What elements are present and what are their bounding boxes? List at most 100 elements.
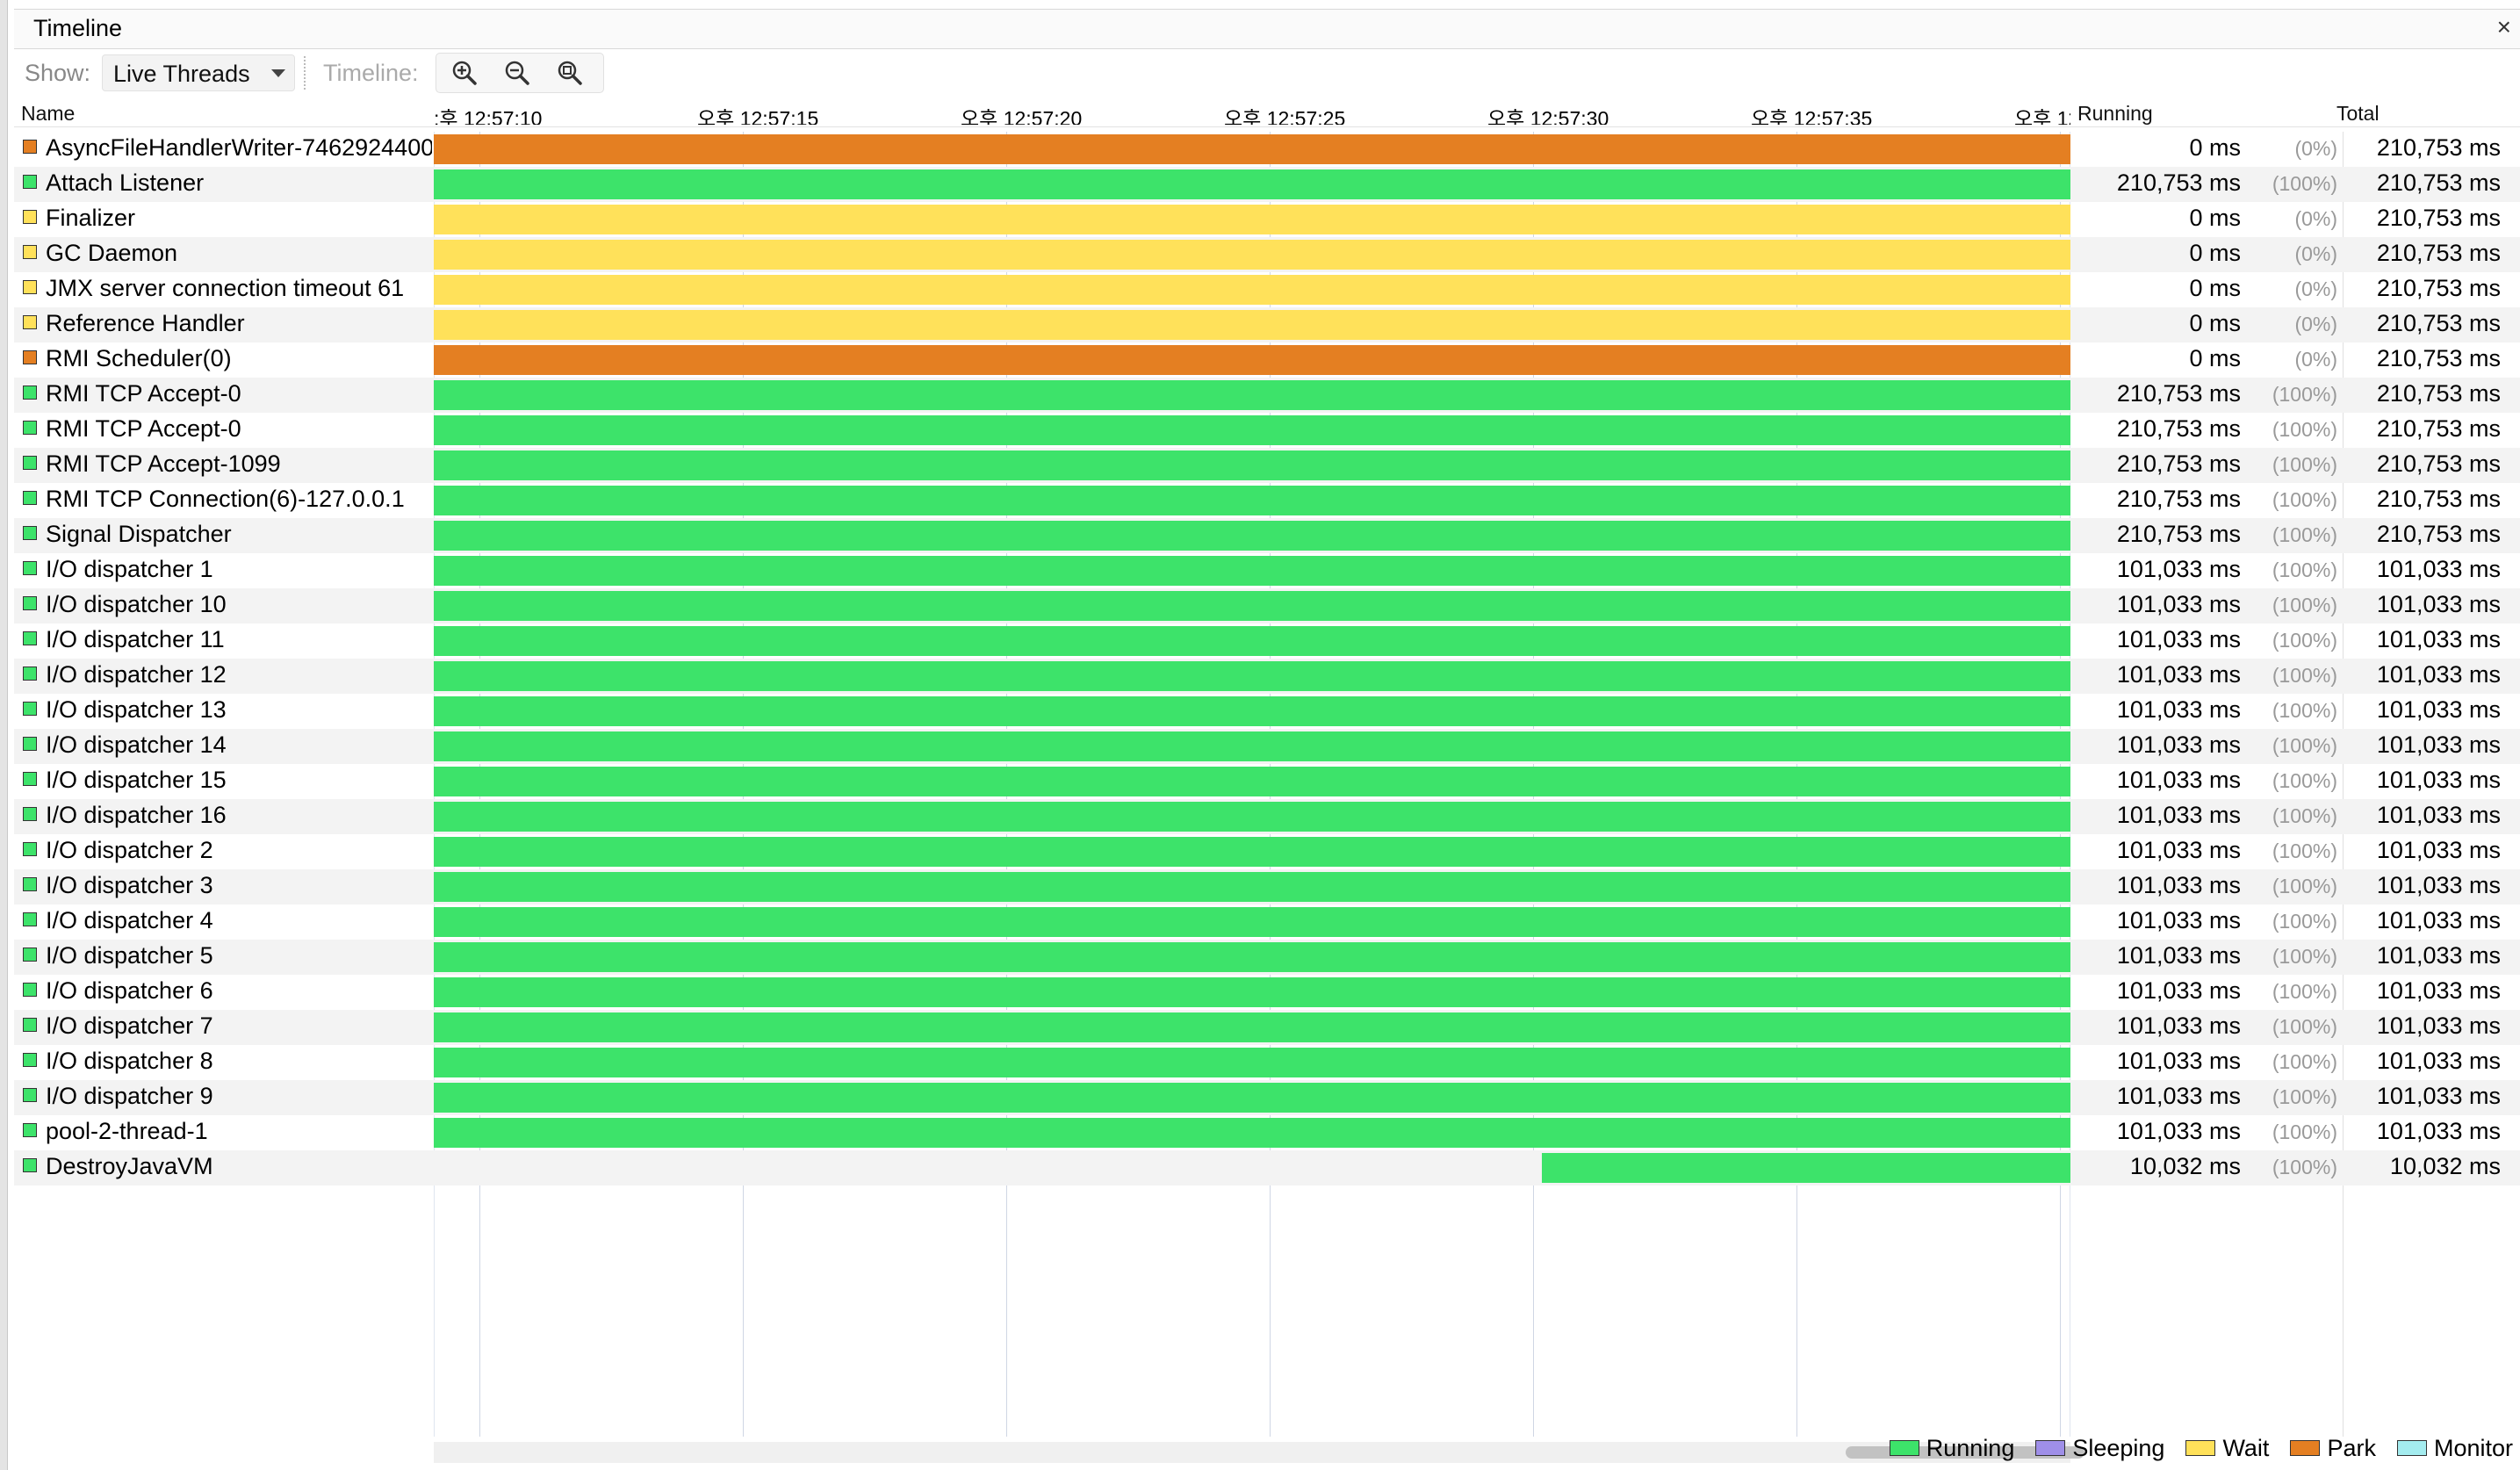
thread-timeline-cell	[434, 553, 2070, 588]
thread-row[interactable]: RMI TCP Accept-0 210,753 ms (100%) 210,753 …	[14, 413, 2520, 448]
time-axis: :후 12:57:10 오후 12:57:15 오후 12:57:20 오후 12:5…	[434, 98, 2070, 125]
legend-label: Monitor	[2433, 1434, 2513, 1461]
running-percent: (0%)	[2294, 277, 2337, 300]
thread-name: I/O dispatcher 4	[46, 907, 213, 933]
running-percent: (100%)	[2272, 1050, 2337, 1073]
running-percent: (100%)	[2272, 980, 2337, 1003]
thread-state-bar	[434, 837, 2070, 867]
thread-timeline-cell	[434, 940, 2070, 975]
running-time: 0 ms	[2189, 275, 2241, 301]
thread-row[interactable]: I/O dispatcher 13 101,033 ms (100%) 101,033…	[14, 694, 2520, 729]
running-percent: (0%)	[2294, 242, 2337, 265]
thread-row[interactable]: DestroyJavaVM 10,032 ms (100%) 10,032 ms	[14, 1150, 2520, 1185]
total-time: 210,753 ms	[2376, 240, 2501, 266]
running-percent: (100%)	[2272, 734, 2337, 757]
zoom-in-button[interactable]	[440, 57, 487, 89]
total-time: 210,753 ms	[2376, 450, 2501, 477]
thread-timeline-cell	[434, 694, 2070, 729]
column-header-total[interactable]: Total	[2336, 102, 2380, 125]
thread-row[interactable]: I/O dispatcher 11 101,033 ms (100%) 101,033…	[14, 623, 2520, 659]
zoom-fit-icon	[558, 61, 582, 85]
thread-name: pool-2-thread-1	[46, 1118, 208, 1144]
thread-state-swatch	[23, 983, 37, 997]
thread-row[interactable]: I/O dispatcher 15 101,033 ms (100%) 101,033…	[14, 764, 2520, 799]
thread-row[interactable]: Signal Dispatcher 210,753 ms (100%) 210,753…	[14, 518, 2520, 553]
thread-row[interactable]: I/O dispatcher 12 101,033 ms (100%) 101,033…	[14, 659, 2520, 694]
thread-row[interactable]: I/O dispatcher 3 101,033 ms (100%) 101,033 …	[14, 869, 2520, 904]
thread-state-swatch	[23, 1018, 37, 1032]
total-time: 101,033 ms	[2376, 767, 2501, 793]
thread-row[interactable]: I/O dispatcher 4 101,033 ms (100%) 101,033 …	[14, 904, 2520, 940]
total-time: 101,033 ms	[2376, 802, 2501, 828]
thread-timeline-cell	[434, 834, 2070, 869]
running-time: 101,033 ms	[2116, 907, 2241, 933]
running-percent: (100%)	[2272, 558, 2337, 581]
thread-timeline-cell	[434, 132, 2070, 167]
window-title: Timeline	[33, 15, 123, 41]
running-percent: (100%)	[2272, 839, 2337, 862]
thread-row[interactable]: I/O dispatcher 9 101,033 ms (100%) 101,033 …	[14, 1080, 2520, 1115]
running-percent: (100%)	[2272, 523, 2337, 546]
thread-state-swatch	[23, 948, 37, 962]
thread-name: Attach Listener	[46, 169, 205, 196]
thread-timeline-cell	[434, 869, 2070, 904]
thread-timeline-cell	[434, 975, 2070, 1010]
horizontal-scrollbar[interactable]	[434, 1442, 2070, 1463]
running-time: 101,033 ms	[2116, 626, 2241, 652]
thread-state-bar	[434, 802, 2070, 832]
time-tick-label: 오후 12:57:35	[1751, 107, 1873, 125]
total-time: 210,753 ms	[2376, 486, 2501, 512]
thread-state-swatch	[23, 386, 37, 400]
thread-row[interactable]: RMI TCP Connection(6)-127.0.0.1 210,753 m…	[14, 483, 2520, 518]
thread-row[interactable]: I/O dispatcher 5 101,033 ms (100%) 101,033 …	[14, 940, 2520, 975]
running-total-divider	[2343, 132, 2344, 1437]
thread-row[interactable]: I/O dispatcher 8 101,033 ms (100%) 101,033 …	[14, 1045, 2520, 1080]
column-header-running[interactable]: Running	[2077, 102, 2153, 125]
thread-row[interactable]: JMX server connection timeout 61 0 ms (0%)…	[14, 272, 2520, 307]
running-percent: (100%)	[2272, 910, 2337, 933]
thread-row[interactable]: RMI Scheduler(0) 0 ms (0%) 210,753 ms	[14, 342, 2520, 378]
thread-state-swatch	[23, 350, 37, 364]
thread-row[interactable]: AsyncFileHandlerWriter-7462924400 0 ms (0%…	[14, 132, 2520, 167]
legend-swatch	[2396, 1440, 2427, 1456]
thread-state-swatch	[23, 631, 37, 645]
thread-row[interactable]: I/O dispatcher 2 101,033 ms (100%) 101,033 …	[14, 834, 2520, 869]
total-time: 210,753 ms	[2376, 169, 2501, 196]
legend-label: Wait	[2222, 1434, 2270, 1461]
close-icon[interactable]: ×	[2496, 13, 2511, 40]
thread-row[interactable]: I/O dispatcher 7 101,033 ms (100%) 101,033 …	[14, 1010, 2520, 1045]
thread-row[interactable]: Reference Handler 0 ms (0%) 210,753 ms	[14, 307, 2520, 342]
chevron-down-icon	[271, 69, 285, 77]
running-percent: (100%)	[2272, 172, 2337, 195]
thread-row[interactable]: Attach Listener 210,753 ms (100%) 210,753 m…	[14, 167, 2520, 202]
thread-state-bar	[434, 591, 2070, 621]
column-header-name[interactable]: Name	[21, 102, 76, 125]
thread-name: I/O dispatcher 14	[46, 731, 227, 758]
thread-state-bar	[434, 767, 2070, 796]
running-percent: (100%)	[2272, 453, 2337, 476]
running-percent: (100%)	[2272, 664, 2337, 687]
thread-row[interactable]: I/O dispatcher 16 101,033 ms (100%) 101,033…	[14, 799, 2520, 834]
legend-swatch	[1889, 1440, 1919, 1456]
zoom-out-button[interactable]	[493, 57, 540, 89]
thread-state-swatch	[23, 1053, 37, 1067]
timeline-label: Timeline:	[323, 60, 419, 86]
thread-row[interactable]: I/O dispatcher 6 101,033 ms (100%) 101,033 …	[14, 975, 2520, 1010]
thread-row[interactable]: GC Daemon 0 ms (0%) 210,753 ms	[14, 237, 2520, 272]
zoom-fit-button[interactable]	[545, 57, 593, 89]
thread-name: RMI TCP Accept-1099	[46, 450, 281, 477]
thread-row[interactable]: RMI TCP Accept-1099 210,753 ms (100%) 210,7…	[14, 448, 2520, 483]
thread-state-swatch	[23, 456, 37, 470]
thread-row[interactable]: I/O dispatcher 1 101,033 ms (100%) 101,033 …	[14, 553, 2520, 588]
total-time: 210,753 ms	[2376, 134, 2501, 161]
thread-timeline-cell	[434, 1045, 2070, 1080]
thread-row[interactable]: Finalizer 0 ms (0%) 210,753 ms	[14, 202, 2520, 237]
thread-row[interactable]: RMI TCP Accept-0 210,753 ms (100%) 210,753 …	[14, 378, 2520, 413]
show-threads-dropdown[interactable]: Live Threads	[102, 54, 295, 91]
thread-row[interactable]: pool-2-thread-1 101,033 ms (100%) 101,033 m…	[14, 1115, 2520, 1150]
thread-row[interactable]: I/O dispatcher 14 101,033 ms (100%) 101,033…	[14, 729, 2520, 764]
thread-state-bar	[434, 134, 2070, 164]
legend-item-sleeping: Sleeping	[2035, 1435, 2164, 1462]
running-percent: (0%)	[2294, 207, 2337, 230]
thread-row[interactable]: I/O dispatcher 10 101,033 ms (100%) 101,033…	[14, 588, 2520, 623]
